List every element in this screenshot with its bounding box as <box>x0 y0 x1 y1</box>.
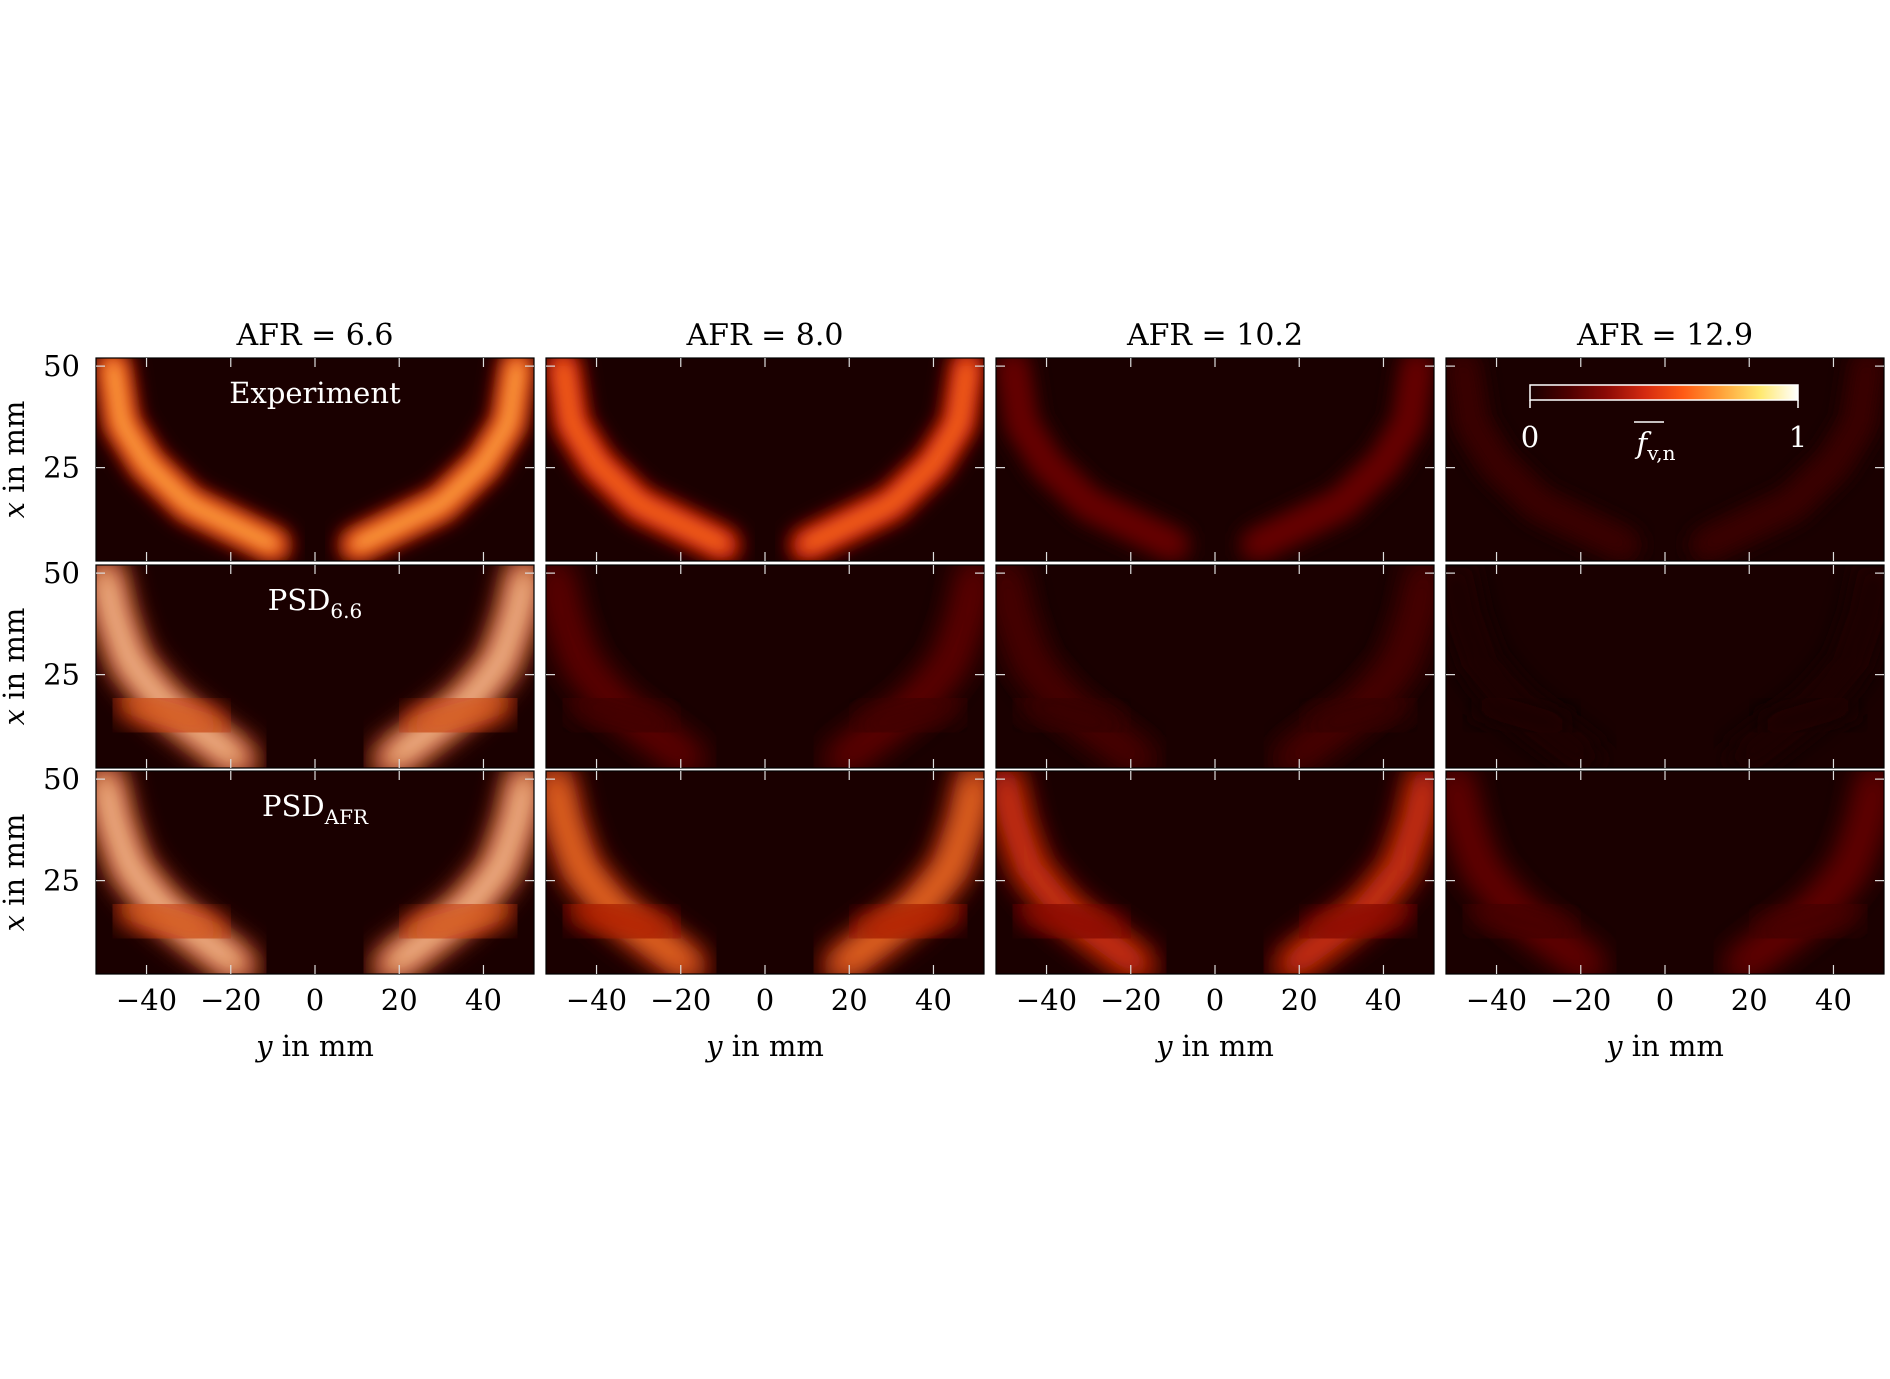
column-title: AFR = 10.2 <box>1126 318 1303 353</box>
soot-contour <box>411 698 505 732</box>
panel-r1-c0 <box>95 564 535 769</box>
panel-background <box>996 771 1434 974</box>
y-tick-label: 25 <box>43 658 80 692</box>
panel-r0-c0 <box>95 357 535 562</box>
column-title: AFR = 8.0 <box>686 318 844 353</box>
panel-grid <box>95 357 1885 975</box>
y-axis-title: x in mm <box>0 814 31 932</box>
soot-contour <box>1311 904 1405 938</box>
panel-r1-c1 <box>545 564 985 769</box>
row-label: Experiment <box>229 376 401 410</box>
x-axis-title: y in mm <box>254 1029 374 1063</box>
panel-r2-c1 <box>545 770 985 975</box>
y-tick-label: 50 <box>43 349 80 383</box>
panel-background <box>96 771 534 974</box>
soot-contour <box>1311 698 1405 732</box>
row-label: PSD6.6 <box>268 583 362 623</box>
x-tick-label: 20 <box>831 983 868 1017</box>
soot-contour <box>1005 358 1181 553</box>
x-tick-label: 40 <box>1815 983 1852 1017</box>
panel-r2-c0 <box>95 770 535 975</box>
soot-contour <box>1475 698 1569 732</box>
soot-contour <box>105 358 281 553</box>
soot-contour <box>125 904 219 938</box>
y-tick-label: 25 <box>43 451 80 485</box>
panel-r0-c2 <box>995 357 1435 562</box>
column-title: AFR = 6.6 <box>236 318 394 353</box>
x-tick-label: 40 <box>915 983 952 1017</box>
soot-contour <box>861 698 955 732</box>
y-tick-label: 50 <box>43 556 80 590</box>
y-axis-title: x in mm <box>0 401 31 519</box>
soot-contour <box>1699 358 1875 553</box>
soot-contour <box>1761 904 1855 938</box>
y-axis-title: x in mm <box>0 608 31 726</box>
column-title: AFR = 12.9 <box>1576 318 1753 353</box>
y-tick-label: 50 <box>43 762 80 796</box>
x-axis-title: y in mm <box>1154 1029 1274 1063</box>
soot-contour <box>799 358 975 553</box>
x-tick-label: 40 <box>465 983 502 1017</box>
panel-background <box>1446 565 1884 768</box>
x-axis-title: y in mm <box>1604 1029 1724 1063</box>
x-tick-label: −20 <box>1550 983 1611 1017</box>
soot-contour <box>1249 358 1425 553</box>
colorbar <box>1529 384 1799 401</box>
soot-contour <box>411 904 505 938</box>
x-tick-label: −40 <box>566 983 627 1017</box>
panel-r1-c3 <box>1445 564 1885 769</box>
colorbar-max-label: 1 <box>1789 420 1807 454</box>
soot-contour <box>1455 358 1631 553</box>
soot-contour <box>1025 698 1119 732</box>
x-tick-label: −20 <box>200 983 261 1017</box>
soot-contour <box>575 698 669 732</box>
x-tick-label: −20 <box>650 983 711 1017</box>
x-tick-label: −40 <box>116 983 177 1017</box>
soot-contour <box>1475 904 1569 938</box>
x-axis-title: y in mm <box>704 1029 824 1063</box>
x-tick-label: 0 <box>1656 983 1674 1017</box>
soot-contour <box>861 904 955 938</box>
y-tick-label: 25 <box>43 864 80 898</box>
colorbar-min-label: 0 <box>1521 420 1539 454</box>
soot-contour <box>555 358 731 553</box>
x-tick-label: 20 <box>381 983 418 1017</box>
x-tick-label: −20 <box>1100 983 1161 1017</box>
x-tick-label: −40 <box>1016 983 1077 1017</box>
soot-contour <box>349 358 525 553</box>
soot-contour <box>1025 904 1119 938</box>
panel-r0-c1 <box>545 357 985 562</box>
soot-contour <box>575 904 669 938</box>
panel-background <box>996 565 1434 768</box>
panel-background <box>546 565 984 768</box>
panel-r2-c3 <box>1445 770 1885 975</box>
soot-contour <box>1761 698 1855 732</box>
x-tick-label: 0 <box>756 983 774 1017</box>
panel-background <box>546 771 984 974</box>
panel-r2-c2 <box>995 770 1435 975</box>
axis-labels: AFR = 6.6 AFR = 8.0 AFR = 10.2 AFR = 12.9 Ex… <box>0 318 1852 1063</box>
panel-r0-c3 <box>1445 357 1885 562</box>
panel-r1-c2 <box>995 564 1435 769</box>
x-tick-label: 0 <box>1206 983 1224 1017</box>
x-tick-label: 0 <box>306 983 324 1017</box>
panel-background <box>96 565 534 768</box>
panel-background <box>1446 771 1884 974</box>
x-tick-label: −40 <box>1466 983 1527 1017</box>
x-tick-label: 20 <box>1731 983 1768 1017</box>
x-tick-label: 20 <box>1281 983 1318 1017</box>
x-tick-label: 40 <box>1365 983 1402 1017</box>
soot-contour <box>125 698 219 732</box>
